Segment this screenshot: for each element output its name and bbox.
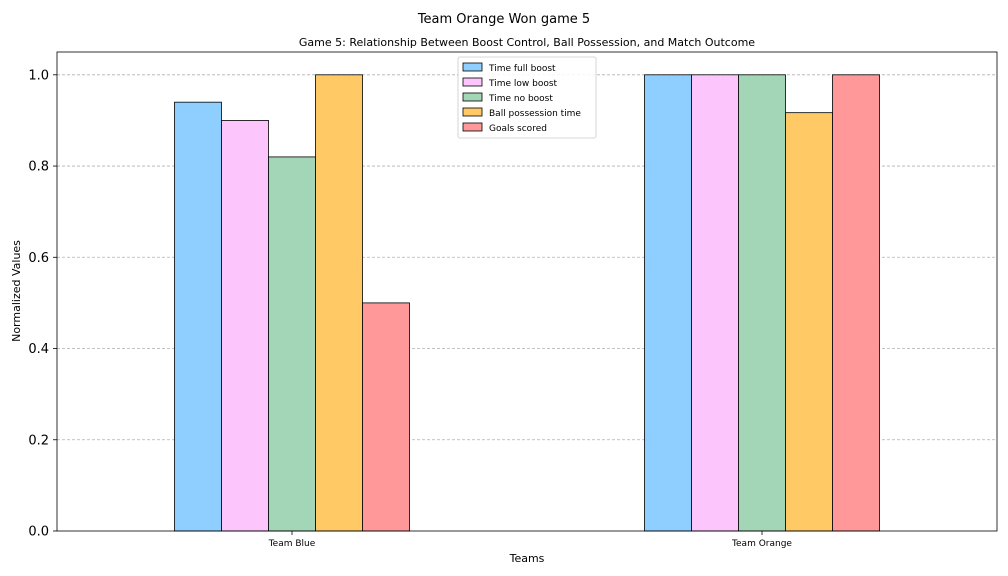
chart-title: Game 5: Relationship Between Boost Contr…	[299, 36, 755, 49]
y-tick-label: 0.4	[28, 342, 49, 357]
y-tick-label: 0.2	[28, 433, 49, 448]
legend-entry: Time full boost	[488, 64, 556, 74]
bar-time-full-boost-team-orange	[644, 74, 692, 532]
y-tick-label: 1.0	[28, 68, 49, 83]
legend-swatch	[462, 122, 483, 132]
bar-time-low-boost-team-blue	[221, 120, 269, 532]
legend-swatch	[462, 107, 483, 117]
chart-suptitle: Team Orange Won game 5	[417, 12, 590, 27]
plot-frame	[56, 51, 998, 532]
bar-ball-possession-time-team-orange	[785, 112, 833, 532]
bars	[174, 74, 880, 532]
x-tick-label: Team Blue	[268, 539, 316, 549]
legend-entry: Time low boost	[488, 79, 558, 89]
bar-time-low-boost-team-orange	[691, 74, 739, 532]
legend-entry: Goals scored	[489, 124, 547, 134]
x-axis: Team Blue Team Orange	[268, 531, 792, 549]
bar-goals-scored-team-orange	[832, 74, 880, 532]
y-tick-label: 0.6	[28, 251, 49, 266]
legend: Time full boost Time low boost Time no boo…	[457, 56, 597, 139]
y-axis-label: Normalized Values	[10, 240, 23, 342]
bar-ball-possession-time-team-blue	[315, 74, 363, 532]
legend-entry: Ball possession time	[489, 109, 581, 119]
legend-swatch	[462, 77, 483, 87]
y-axis: 0.0 0.2 0.4 0.6 0.8 1.0	[28, 68, 57, 540]
bar-time-full-boost-team-blue	[174, 101, 222, 532]
legend-entry: Time no boost	[488, 94, 553, 104]
bar-time-no-boost-team-blue	[268, 156, 316, 532]
legend-swatch	[462, 92, 483, 102]
bar-goals-scored-team-blue	[362, 302, 410, 532]
legend-swatch	[462, 62, 483, 72]
x-tick-label: Team Orange	[731, 539, 792, 549]
x-axis-label: Teams	[509, 552, 545, 565]
y-tick-label: 0.8	[28, 160, 49, 175]
bar-time-no-boost-team-orange	[738, 74, 786, 532]
legend-box	[457, 56, 597, 139]
y-tick-label: 0.0	[28, 525, 49, 540]
